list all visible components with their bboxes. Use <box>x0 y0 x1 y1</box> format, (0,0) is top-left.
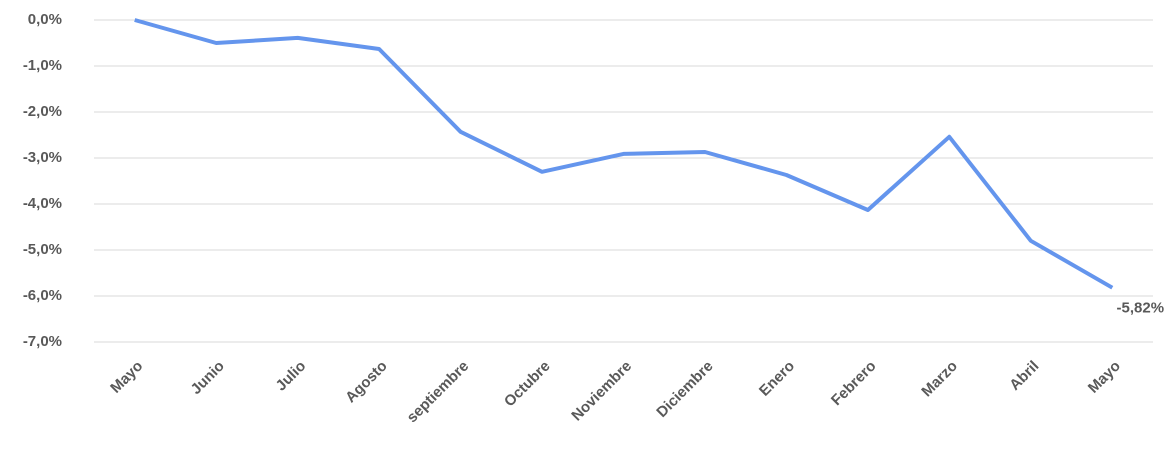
x-tick-label: Julio <box>273 358 310 395</box>
y-tick-label: -6,0% <box>23 287 62 304</box>
x-tick-label: Diciembre <box>653 358 716 421</box>
data-label: -5,82% <box>1117 300 1165 317</box>
y-tick-label: -2,0% <box>23 103 62 120</box>
x-tick-label: Marzo <box>918 358 961 401</box>
x-tick-label: Abril <box>1006 358 1042 394</box>
y-tick-label: -7,0% <box>23 333 62 350</box>
x-tick-label: Mayo <box>107 358 146 397</box>
x-tick-label: Enero <box>756 358 798 400</box>
x-tick-label: Mayo <box>1085 358 1124 397</box>
x-tick-label: septiembre <box>404 358 473 427</box>
x-tick-label: Agosto <box>342 358 391 407</box>
y-tick-label: -3,0% <box>23 149 62 166</box>
x-tick-label: Noviembre <box>568 358 635 425</box>
y-tick-label: 0,0% <box>28 11 62 28</box>
y-tick-label: -5,0% <box>23 241 62 258</box>
x-tick-label: Junio <box>188 358 228 398</box>
y-tick-label: -4,0% <box>23 195 62 212</box>
x-tick-label: Febrero <box>828 358 880 410</box>
x-tick-label: Octubre <box>501 358 554 411</box>
data-line <box>134 18 1114 290</box>
y-tick-label: -1,0% <box>23 57 62 74</box>
